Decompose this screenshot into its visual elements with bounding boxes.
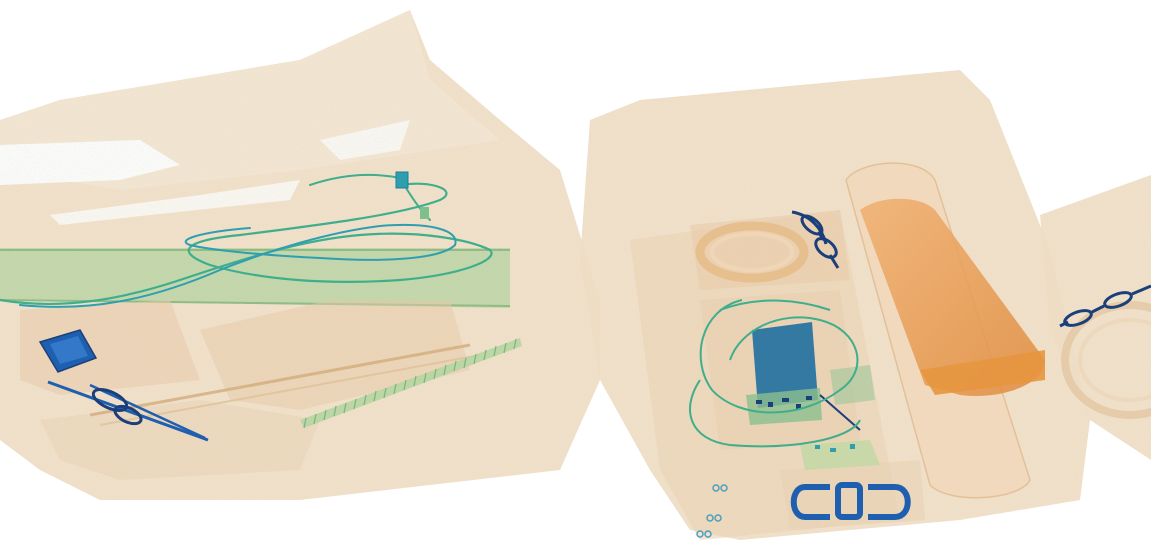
right-eyeglasses bbox=[1059, 284, 1151, 328]
cables bbox=[0, 171, 493, 308]
circuit-board bbox=[746, 322, 880, 470]
center-cables bbox=[689, 299, 861, 448]
buckle bbox=[790, 482, 911, 520]
comb bbox=[300, 338, 522, 429]
left-bag bbox=[0, 10, 600, 500]
right-bag bbox=[1040, 175, 1151, 460]
electronic-device bbox=[38, 329, 98, 373]
small-rings bbox=[696, 484, 728, 538]
eyeglasses bbox=[791, 210, 840, 269]
headphones bbox=[695, 221, 809, 283]
scissors bbox=[47, 380, 209, 442]
liquid-bottle bbox=[845, 162, 1045, 499]
